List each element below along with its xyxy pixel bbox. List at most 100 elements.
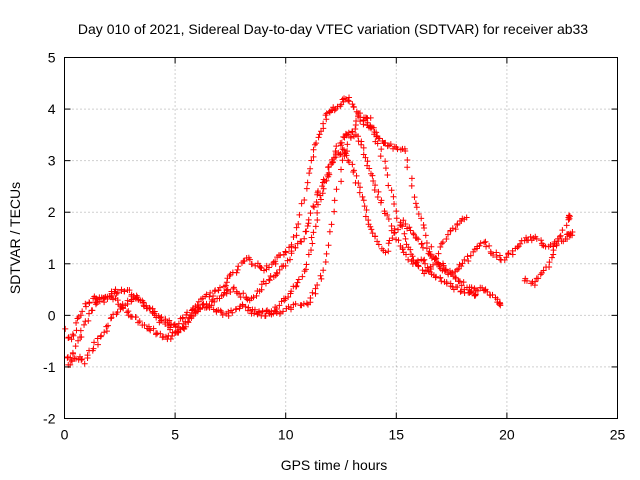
data-point xyxy=(382,139,389,146)
data-point xyxy=(433,255,440,262)
data-point xyxy=(308,157,315,164)
data-point xyxy=(457,288,464,295)
data-point xyxy=(77,327,84,334)
data-point xyxy=(465,257,472,264)
data-point xyxy=(302,266,309,273)
chart-title: Day 010 of 2021, Sidereal Day-to-day VTE… xyxy=(78,21,588,37)
data-point xyxy=(357,184,364,191)
data-point xyxy=(293,232,300,239)
data-point xyxy=(236,290,243,297)
data-point xyxy=(290,233,297,240)
data-point xyxy=(377,199,384,206)
data-point xyxy=(288,241,295,248)
data-point xyxy=(384,211,391,218)
data-point xyxy=(360,197,367,204)
data-point xyxy=(299,273,306,280)
data-point xyxy=(362,154,369,161)
data-point xyxy=(388,187,395,194)
data-point xyxy=(553,242,560,249)
data-point xyxy=(219,311,226,318)
data-point xyxy=(486,242,493,249)
data-point xyxy=(373,133,380,140)
data-point xyxy=(326,228,333,235)
data-point xyxy=(248,261,255,268)
data-point xyxy=(415,210,422,217)
data-point xyxy=(62,325,69,332)
data-point xyxy=(371,186,378,193)
data-point xyxy=(408,182,415,189)
data-point xyxy=(272,258,279,265)
data-point xyxy=(307,210,314,217)
data-point xyxy=(251,310,258,317)
data-point xyxy=(481,239,488,246)
data-point xyxy=(359,193,366,200)
data-point xyxy=(141,321,148,328)
data-point xyxy=(537,271,544,278)
data-point xyxy=(153,331,160,338)
data-point xyxy=(407,246,414,253)
data-point xyxy=(446,267,453,274)
data-point xyxy=(374,140,381,147)
data-point xyxy=(132,314,139,321)
data-point xyxy=(329,159,336,166)
data-point xyxy=(112,286,119,293)
data-point xyxy=(250,294,257,301)
data-point xyxy=(172,329,179,336)
data-point xyxy=(385,182,392,189)
data-point xyxy=(276,302,283,309)
x-tick-label: 10 xyxy=(278,427,294,443)
data-point xyxy=(298,238,305,245)
data-point xyxy=(312,223,319,230)
data-point xyxy=(391,200,398,207)
data-point xyxy=(372,233,379,240)
data-point xyxy=(162,319,169,326)
data-point xyxy=(307,295,314,302)
data-point xyxy=(254,311,261,318)
data-point xyxy=(307,165,314,172)
data-point xyxy=(458,288,465,295)
data-point xyxy=(361,203,368,210)
data-point xyxy=(303,300,310,307)
plot-marks xyxy=(62,94,576,368)
data-point xyxy=(262,312,269,319)
data-point xyxy=(333,186,340,193)
data-point xyxy=(239,301,246,308)
data-point xyxy=(234,266,241,273)
data-point xyxy=(316,131,323,138)
y-axis-label: SDTVAR / TECUs xyxy=(7,182,23,294)
data-point xyxy=(454,221,461,228)
data-point xyxy=(484,288,491,295)
data-point xyxy=(387,141,394,148)
data-point xyxy=(440,262,447,269)
data-point xyxy=(415,236,422,243)
data-point xyxy=(420,221,427,228)
data-point xyxy=(254,260,261,267)
data-point xyxy=(297,238,304,245)
data-point xyxy=(243,295,250,302)
data-point xyxy=(282,262,289,269)
data-point xyxy=(349,161,356,168)
data-point xyxy=(410,230,417,237)
data-point xyxy=(385,248,392,255)
data-point xyxy=(313,140,320,147)
data-point xyxy=(320,176,327,183)
data-point xyxy=(273,269,280,276)
data-point xyxy=(333,143,340,150)
data-point xyxy=(404,164,411,171)
data-point xyxy=(438,278,445,285)
data-point xyxy=(458,263,465,270)
data-point xyxy=(514,244,521,251)
data-point xyxy=(303,185,310,192)
data-point xyxy=(413,204,420,211)
data-point xyxy=(293,283,300,290)
data-point xyxy=(528,280,535,287)
data-point xyxy=(459,260,466,267)
data-point xyxy=(458,282,465,289)
data-point xyxy=(353,117,360,124)
data-point xyxy=(563,222,570,229)
x-axis-label: GPS time / hours xyxy=(281,457,388,473)
data-point xyxy=(424,264,431,271)
tick-labels: 0 5 10 15 20 25 -2 -1 0 1 2 3 4 5 xyxy=(43,50,625,443)
data-point xyxy=(346,98,353,105)
